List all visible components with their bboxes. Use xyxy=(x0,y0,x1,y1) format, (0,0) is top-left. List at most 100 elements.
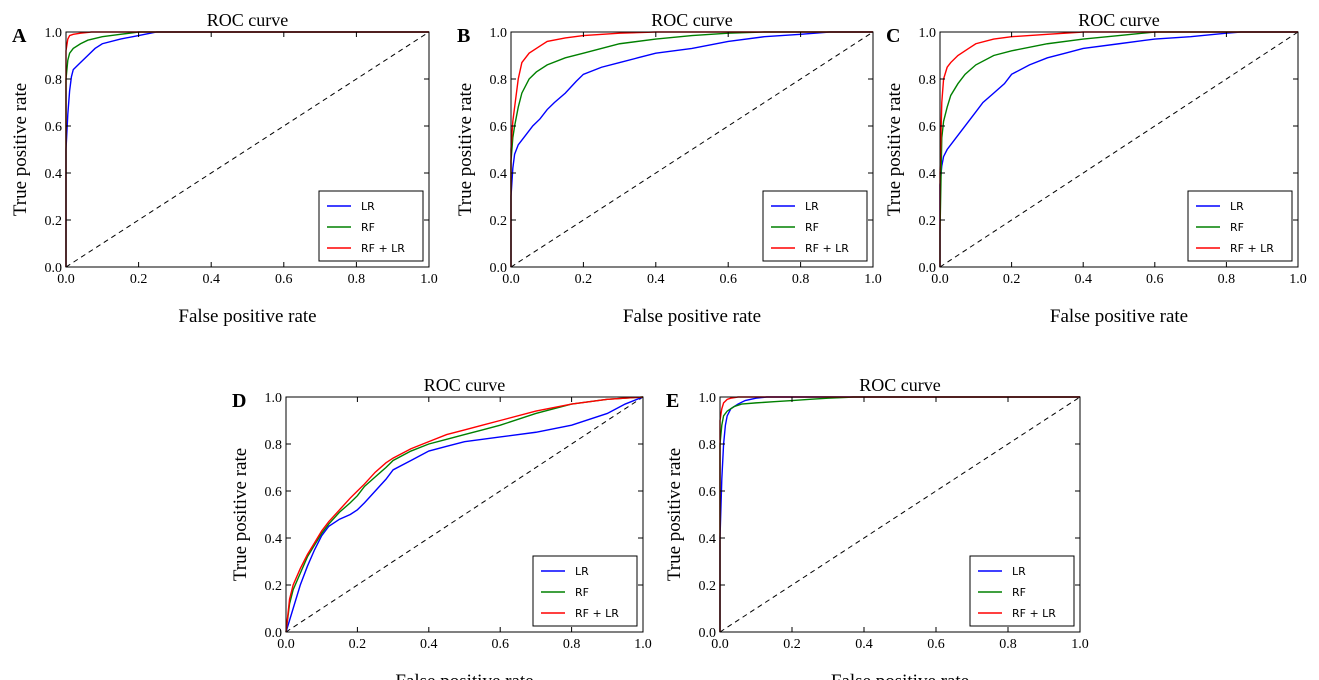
y-tick-label: 0.0 xyxy=(919,261,937,276)
x-tick-label: 0.8 xyxy=(999,637,1017,652)
plot-frame xyxy=(285,396,644,633)
y-axis-label: True positive rate xyxy=(230,448,251,581)
x-axis-label: False positive rate xyxy=(178,306,316,327)
y-tick-label: 0.0 xyxy=(45,261,63,276)
y-tick-label: 0.6 xyxy=(699,485,717,500)
roc-panel-a: 0.0 0.2 0.4 0.6 0.8 1.0 0.0 0.2 0.4 0.6 0.8 1.0 ROC … xyxy=(10,10,438,327)
x-tick-label: 1.0 xyxy=(420,272,438,287)
roc-panel-b: 0.0 0.2 0.4 0.6 0.8 1.0 0.0 0.2 0.4 0.6 0.8 1.0 ROC … xyxy=(455,10,882,327)
legend: LR RF RF + LR xyxy=(762,190,868,262)
panel-label: B xyxy=(457,25,470,47)
x-tick-label: 0.8 xyxy=(1218,272,1236,287)
series-line-lr xyxy=(719,396,1080,632)
legend-box xyxy=(762,190,868,262)
legend-entry: RF + LR xyxy=(1230,242,1274,255)
legend: LR RF RF + LR xyxy=(532,555,638,627)
legend-box xyxy=(532,555,638,627)
y-tick-label: 0.8 xyxy=(699,438,717,453)
x-tick-label: 0.4 xyxy=(1074,272,1092,287)
y-tick-label: 0.2 xyxy=(919,214,937,229)
series-line-rf xyxy=(510,31,873,267)
legend: LR RF RF + LR xyxy=(969,555,1075,627)
legend-entry: RF xyxy=(1012,586,1026,599)
x-tick-label: 0.2 xyxy=(130,272,148,287)
y-tick-label: 0.4 xyxy=(699,532,717,547)
y-tick-label: 1.0 xyxy=(265,391,283,406)
x-tick-label: 0.0 xyxy=(711,637,729,652)
x-tick-label: 0.4 xyxy=(647,272,665,287)
chance-diagonal-line xyxy=(65,31,430,268)
series-line-rf xyxy=(939,31,1298,267)
x-tick-label: 0.4 xyxy=(202,272,220,287)
legend: LR RF RF + LR xyxy=(318,190,424,262)
x-tick-label: 1.0 xyxy=(634,637,652,652)
plot-frame xyxy=(510,31,874,268)
series-line-lr xyxy=(65,31,429,267)
x-tick-label: 0.8 xyxy=(792,272,810,287)
plot-frame xyxy=(939,31,1299,268)
x-tick-label: 0.0 xyxy=(277,637,295,652)
panel-label: E xyxy=(666,390,679,412)
legend: LR RF RF + LR xyxy=(1187,190,1293,262)
legend-entry: LR xyxy=(1230,200,1244,213)
y-tick-label: 0.8 xyxy=(919,73,937,88)
y-tick-label: 0.2 xyxy=(490,214,508,229)
legend-box xyxy=(1187,190,1293,262)
y-tick-label: 0.6 xyxy=(265,485,283,500)
y-tick-label: 0.8 xyxy=(45,73,63,88)
legend-entry: RF + LR xyxy=(575,607,619,620)
plot-frame xyxy=(719,396,1081,633)
x-tick-label: 0.0 xyxy=(931,272,949,287)
y-tick-label: 0.6 xyxy=(919,120,937,135)
x-tick-label: 0.6 xyxy=(1146,272,1164,287)
x-tick-label: 1.0 xyxy=(1289,272,1307,287)
y-tick-label: 1.0 xyxy=(919,26,937,41)
legend-entry: RF xyxy=(361,221,375,234)
x-tick-label: 0.2 xyxy=(783,637,801,652)
x-tick-label: 0.2 xyxy=(349,637,367,652)
y-tick-label: 0.2 xyxy=(45,214,63,229)
legend-entry: LR xyxy=(1012,565,1026,578)
legend-entry: LR xyxy=(575,565,589,578)
legend-entry: RF + LR xyxy=(1012,607,1056,620)
y-tick-label: 0.4 xyxy=(45,167,63,182)
y-tick-label: 0.4 xyxy=(919,167,937,182)
series-line-rf xyxy=(285,396,644,633)
legend-box xyxy=(969,555,1075,627)
legend-entry: LR xyxy=(361,200,375,213)
y-axis-label: True positive rate xyxy=(664,448,685,581)
series-line-rf xyxy=(65,31,429,267)
x-tick-label: 0.4 xyxy=(420,637,438,652)
chart-title: ROC curve xyxy=(651,10,732,30)
panel-label: D xyxy=(232,390,246,412)
y-tick-label: 0.2 xyxy=(699,579,717,594)
legend-entry: LR xyxy=(805,200,819,213)
y-tick-label: 0.2 xyxy=(265,579,283,594)
x-tick-label: 0.8 xyxy=(348,272,366,287)
x-tick-label: 1.0 xyxy=(1071,637,1089,652)
x-tick-label: 0.2 xyxy=(1003,272,1021,287)
x-tick-label: 1.0 xyxy=(864,272,882,287)
x-tick-label: 0.4 xyxy=(855,637,873,652)
series-line-rf-lr xyxy=(285,396,644,633)
x-axis-label: False positive rate xyxy=(831,671,969,680)
chart-title: ROC curve xyxy=(207,10,288,30)
x-axis-label: False positive rate xyxy=(1050,306,1188,327)
legend-entry: RF xyxy=(805,221,819,234)
roc-panel-d: 0.0 0.2 0.4 0.6 0.8 1.0 0.0 0.2 0.4 0.6 0.8 1.0 ROC … xyxy=(230,375,652,680)
x-axis-label: False positive rate xyxy=(395,671,533,680)
plot-frame xyxy=(65,31,430,268)
x-tick-label: 0.8 xyxy=(563,637,581,652)
series-line-rf xyxy=(719,396,1080,632)
x-tick-label: 0.0 xyxy=(57,272,75,287)
x-tick-label: 0.6 xyxy=(275,272,293,287)
chart-title: ROC curve xyxy=(859,375,940,395)
x-tick-label: 0.6 xyxy=(927,637,945,652)
legend-entry: RF xyxy=(1230,221,1244,234)
x-tick-label: 0.6 xyxy=(719,272,737,287)
y-tick-label: 0.8 xyxy=(265,438,283,453)
series-line-lr xyxy=(285,396,644,633)
y-tick-label: 0.6 xyxy=(490,120,508,135)
roc-panel-e: 0.0 0.2 0.4 0.6 0.8 1.0 0.0 0.2 0.4 0.6 0.8 1.0 ROC … xyxy=(664,375,1089,680)
